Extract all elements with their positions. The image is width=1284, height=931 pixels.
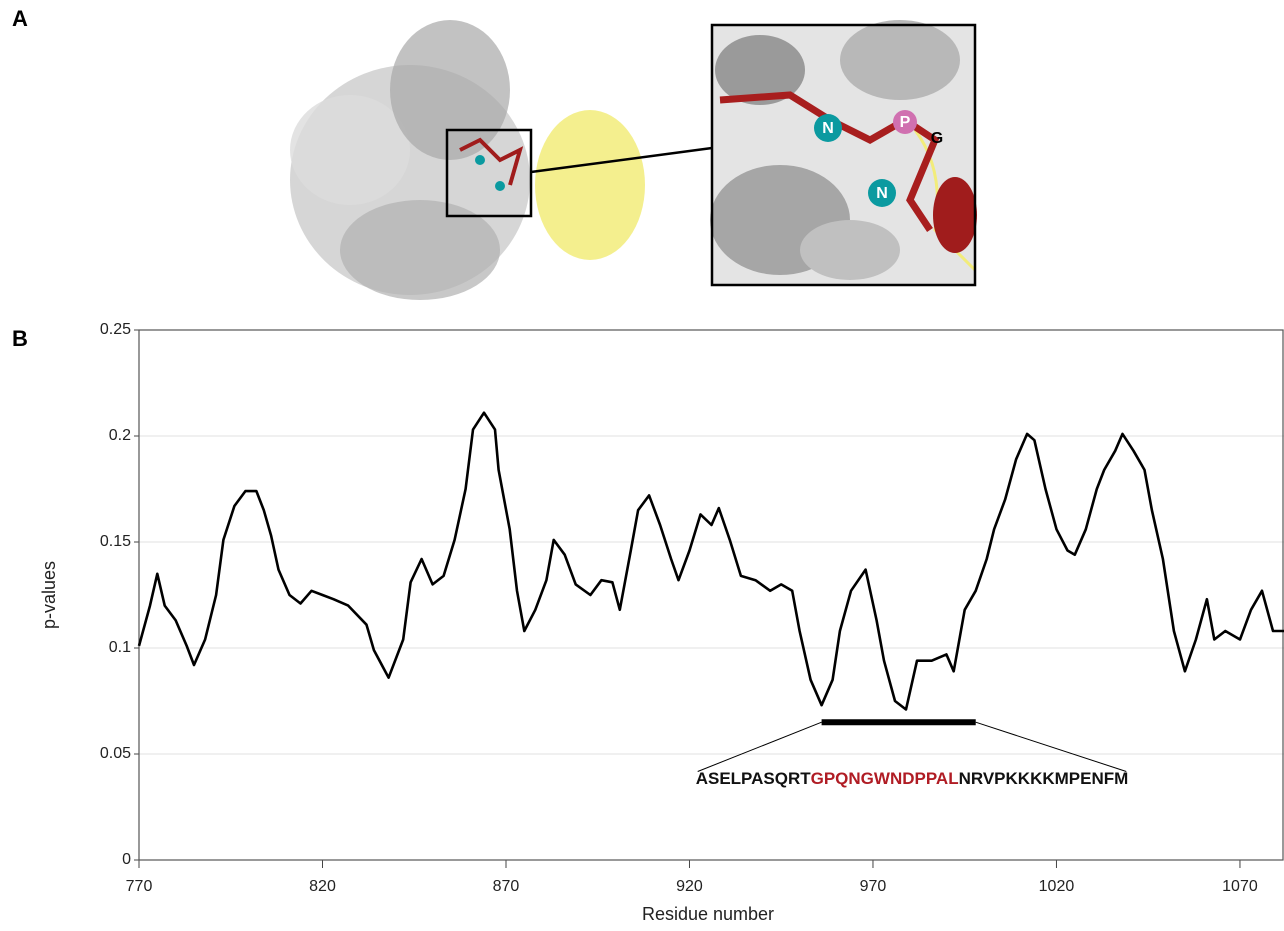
sequence-segment: ASELPASQRT bbox=[696, 769, 812, 788]
y-tick-label: 0 bbox=[122, 851, 131, 868]
plot-frame bbox=[138, 329, 1284, 861]
x-tick-label: 770 bbox=[126, 878, 153, 895]
y-tick-label: 0.2 bbox=[109, 427, 131, 444]
panel-label: A bbox=[12, 6, 28, 31]
inset bbox=[710, 20, 977, 287]
y-tick-label: 0.1 bbox=[109, 639, 131, 656]
protein-structure bbox=[290, 20, 713, 300]
y-tick-label: 0.15 bbox=[100, 533, 131, 550]
y-axis-label: p-values bbox=[39, 561, 59, 629]
sequence: ASELPASQRTGPQNGWNDPPALNRVPKKKKMPENFM bbox=[696, 769, 1129, 788]
x-axis-label: Residue number bbox=[642, 904, 774, 924]
connector bbox=[975, 721, 1127, 772]
y-tick-label: 0.25 bbox=[100, 321, 131, 338]
inset-label: P bbox=[900, 114, 911, 131]
x-tick-label: 970 bbox=[860, 878, 887, 895]
x-tick-label: 870 bbox=[493, 878, 520, 895]
connector bbox=[697, 721, 822, 772]
inset-label: N bbox=[876, 185, 888, 202]
inset-label: N bbox=[822, 120, 834, 137]
sequence-segment: GPQNGWNDPPAL bbox=[811, 769, 959, 788]
data-line bbox=[137, 411, 1284, 711]
inset-label: G bbox=[931, 130, 943, 147]
y-tick-label: 0.05 bbox=[100, 745, 131, 762]
panel-label: B bbox=[12, 326, 28, 351]
x-tick-label: 920 bbox=[676, 878, 703, 895]
x-tick-label: 1070 bbox=[1222, 878, 1258, 895]
x-tick-label: 1020 bbox=[1039, 878, 1075, 895]
x-tick-label: 820 bbox=[309, 878, 336, 895]
sequence-segment: NRVPKKKKMPENFM bbox=[959, 769, 1129, 788]
